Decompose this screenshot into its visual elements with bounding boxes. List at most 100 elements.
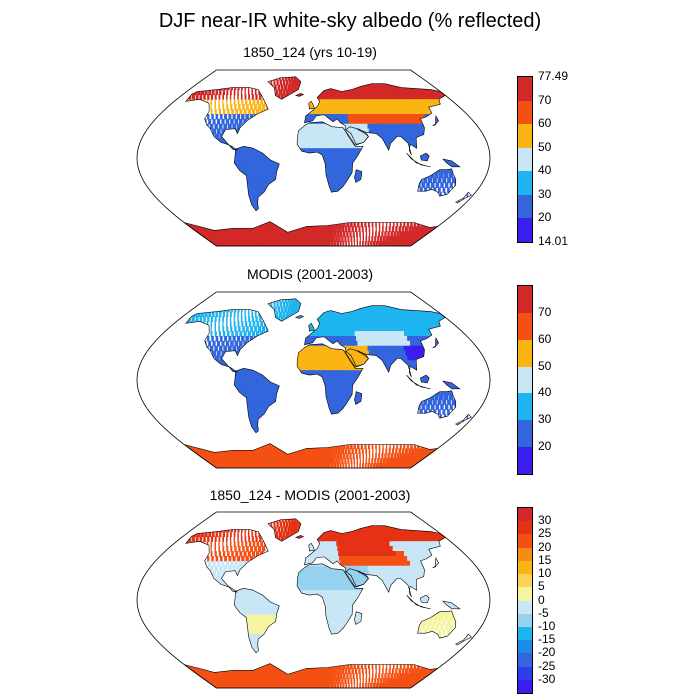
coastline-greenland [267, 298, 302, 322]
coastline-uk [308, 100, 315, 110]
colorbar-tick-label: 77.49 [538, 69, 569, 83]
coastline-nz [455, 413, 472, 426]
colorbar-tick-label: 30 [538, 186, 552, 201]
colorbar-tick-label: 5 [538, 579, 545, 594]
colorbar-segment [518, 600, 532, 615]
coastline-newguinea [442, 158, 461, 168]
coastline-africa [296, 563, 364, 635]
colorbar-tick-label: -15 [538, 632, 556, 647]
coastline-nz [455, 191, 472, 204]
colorbar-tick-label: 14.01 [538, 234, 569, 248]
panel-title-difference: 1850_124 - MODIS (2001-2003) [209, 487, 411, 503]
colorbar-segment [518, 77, 532, 102]
colorbar-segment [518, 666, 532, 681]
colorbar-tick-label: -20 [538, 645, 556, 660]
coastline-japan [432, 115, 439, 126]
colorbar-difference [517, 507, 533, 694]
colorbar-segment [518, 613, 532, 628]
colorbar-segment [518, 574, 532, 588]
colorbar-tick-label: 0 [538, 592, 545, 607]
colorbar-segment [518, 560, 532, 575]
colorbar-segment [518, 679, 532, 694]
colorbar-segment [518, 171, 532, 196]
colorbar-segment [518, 640, 532, 654]
colorbar-segment [518, 393, 532, 421]
colorbar-segment [518, 447, 532, 475]
map-modis-albedo [135, 290, 492, 470]
coastline-north-america [185, 529, 269, 593]
colorbar-segment [518, 534, 532, 549]
colorbar-segment [518, 100, 532, 125]
coastline-australia [417, 390, 457, 419]
colorbar-tick-label: 40 [538, 163, 552, 178]
colorbar-tick-label: 50 [538, 139, 552, 154]
coastline-greenland [267, 518, 302, 542]
colorbar-tick-label: 60 [538, 331, 552, 346]
coastline-eurasia [304, 305, 446, 378]
coastline-borneo [420, 374, 430, 384]
colorbar-tick-label: 20 [538, 539, 552, 554]
map-model-albedo [135, 68, 492, 248]
coastline-borneo [420, 152, 430, 162]
coastline-newguinea [442, 380, 461, 390]
coastline-japan [432, 557, 439, 568]
colorbar-tick-label: 25 [538, 526, 552, 541]
colorbar-tick-label: -25 [538, 658, 556, 673]
map-difference-albedo [135, 510, 492, 690]
coastline-iceland [294, 93, 305, 97]
colorbar-tick-label: -5 [538, 605, 549, 620]
colorbar-segment [518, 508, 532, 522]
coastline-japan [432, 337, 439, 348]
coastline-borneo [420, 594, 430, 604]
colorbar-tick-label: 20 [538, 439, 552, 454]
colorbar-segment [518, 124, 532, 149]
colorbar-modis [517, 285, 533, 475]
coastline-iceland [294, 535, 305, 539]
colorbar-segment [518, 547, 532, 562]
colorbar-tick-label: -30 [538, 671, 556, 686]
colorbar-segment [518, 147, 532, 172]
colorbar-tick-label: 50 [538, 358, 552, 373]
coastline-arabia [345, 348, 369, 367]
coastline-australia [417, 168, 457, 197]
colorbar-tick-label: 60 [538, 116, 552, 131]
coastline-indonesia [406, 152, 431, 168]
coastline-australia [417, 610, 457, 639]
coastline-south-america [233, 145, 280, 212]
colorbar-segment [518, 420, 532, 448]
map-frame [136, 69, 491, 247]
coastline-arabia [345, 568, 369, 587]
figure-title: DJF near-IR white-sky albedo (% reflecte… [158, 10, 542, 32]
coastline-eurasia [304, 83, 446, 156]
coastline-indonesia [406, 594, 431, 610]
coastline-newguinea [442, 600, 461, 610]
coastline-eurasia [304, 525, 446, 598]
coastline-uk [308, 322, 315, 332]
colorbar-segment [518, 521, 532, 535]
colorbar-tick-label: 15 [538, 552, 552, 567]
map-frame [136, 291, 491, 469]
panel-title-model: 1850_124 (yrs 10-19) [243, 44, 377, 60]
coastline-africa [296, 121, 364, 193]
colorbar-tick-label: 70 [538, 304, 552, 319]
colorbar-segment [518, 339, 532, 368]
colorbar-tick-label: -10 [538, 618, 556, 633]
coastline-iceland [294, 315, 305, 319]
colorbar-tick-label: 40 [538, 385, 552, 400]
coastline-africa [296, 343, 364, 415]
colorbar-segment [518, 366, 532, 394]
coastline-south-america [233, 367, 280, 434]
coastline-north-america [185, 87, 269, 151]
coastline-uk [308, 542, 315, 552]
colorbar-segment [518, 312, 532, 341]
coastline-madagascar [354, 611, 363, 625]
coastline-south-america [233, 587, 280, 654]
coastline-greenland [267, 76, 302, 100]
colorbar-segment [518, 218, 532, 243]
map-frame [136, 511, 491, 689]
colorbar-tick-label: 30 [538, 412, 552, 427]
colorbar-tick-label: 10 [538, 566, 552, 581]
colorbar-tick-label: 30 [538, 513, 552, 528]
colorbar-segment [518, 653, 532, 668]
colorbar-segment [518, 626, 532, 641]
